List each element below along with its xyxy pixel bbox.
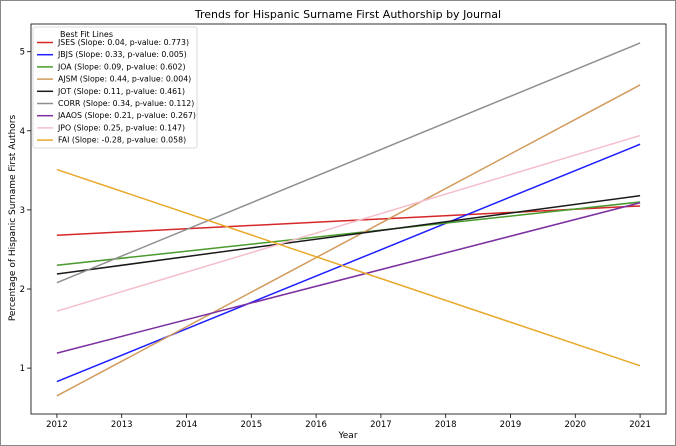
series-line-jbjs	[56, 143, 641, 383]
x-tick-label: 2017	[370, 420, 392, 430]
x-tick-label: 2015	[240, 420, 262, 430]
x-tick-label: 2021	[629, 420, 651, 430]
chart-title: Trends for Hispanic Surname First Author…	[194, 8, 501, 21]
x-axis-label: Year	[337, 431, 357, 441]
legend-label-jpo: JPO (Slope: 0.25, p-value: 0.147)	[57, 123, 185, 132]
series-line-ajsm	[56, 84, 641, 397]
x-tick-label: 2020	[564, 420, 586, 430]
plot-area	[30, 23, 667, 415]
series-line-corr	[56, 42, 641, 284]
series-line-jpo	[56, 134, 641, 312]
series-line-jses	[56, 205, 641, 236]
legend-label-joa: JOA (Slope: 0.09, p-value: 0.602)	[57, 62, 186, 71]
x-tick-label: 2016	[305, 420, 327, 430]
y-axis-label: Percentage of Hispanic Surname First Aut…	[8, 115, 18, 322]
legend-label-jaaos: JAAOS (Slope: 0.21, p-value: 0.267)	[57, 111, 196, 120]
x-tick-label: 2019	[500, 420, 522, 430]
legend-label-jses: JSES (Slope: 0.04, p-value: 0.773)	[57, 38, 189, 47]
legend-title: Best Fit Lines	[60, 30, 113, 39]
y-tick-label: 4	[20, 127, 25, 137]
legend: Best Fit Lines JSES (Slope: 0.04, p-valu…	[32, 26, 198, 149]
legend-label-jbjs: JBJS (Slope: 0.33, p-value: 0.005)	[57, 50, 187, 59]
legend-label-fai: FAI (Slope: -0.28, p-value: 0.058)	[58, 136, 186, 145]
y-tick-label: 2	[20, 285, 25, 295]
x-tick-label: 2014	[176, 420, 198, 430]
y-tick-label: 3	[20, 206, 25, 216]
series-line-jot	[56, 194, 641, 275]
legend-label-corr: CORR (Slope: 0.34, p-value: 0.112)	[58, 99, 194, 108]
y-tick-label: 5	[20, 48, 25, 58]
legend-label-jot: JOT (Slope: 0.11, p-value: 0.461)	[57, 87, 185, 96]
legend-box	[32, 26, 198, 149]
y-tick-label: 1	[20, 364, 25, 374]
x-tick-label: 2012	[46, 420, 68, 430]
series-line-fai	[56, 168, 641, 367]
x-tick-label: 2013	[111, 420, 133, 430]
x-tick-label: 2018	[435, 420, 457, 430]
series-line-jaaos	[56, 202, 641, 354]
legend-label-ajsm: AJSM (Slope: 0.44, p-value: 0.004)	[58, 75, 191, 84]
series-line-joa	[56, 201, 641, 267]
y-axis: 1 2 3 4 5	[20, 48, 31, 374]
series-lines	[56, 42, 641, 397]
x-axis: 2012 2013 2014 2015 2016 2017 2018 2019 2020 2021	[46, 414, 651, 430]
